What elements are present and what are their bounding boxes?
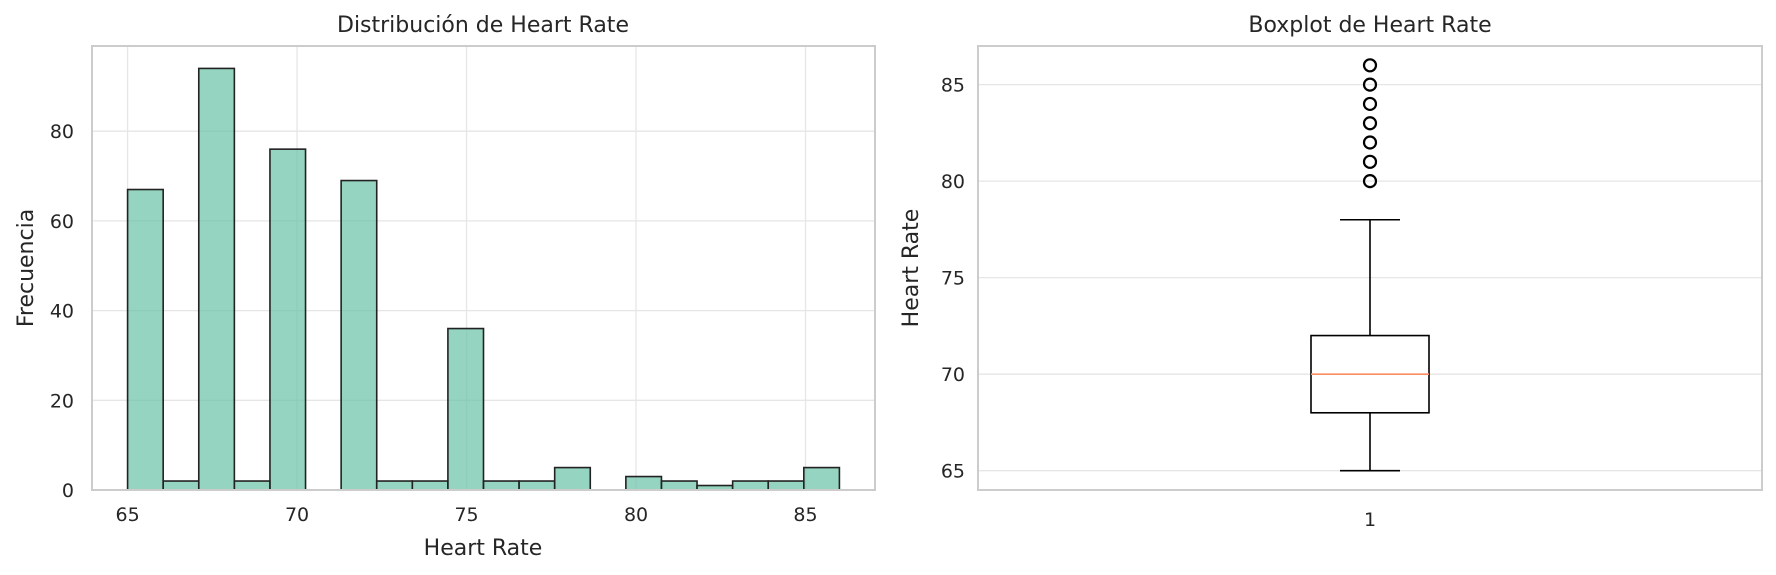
boxplot-y-axis-label: Heart Rate <box>899 209 924 328</box>
boxplot-y-tick-label: 80 <box>941 171 965 193</box>
boxplot-outlier <box>1362 58 1378 73</box>
boxplot-x-ticks: 1 <box>1364 509 1376 531</box>
histogram-bar <box>482 480 520 491</box>
histogram-bar <box>126 188 164 491</box>
boxplot-y-tick-label: 85 <box>941 75 965 97</box>
histogram-x-tick-label: 80 <box>624 504 648 526</box>
boxplot-outlier <box>1362 174 1378 189</box>
boxplot-outlier <box>1362 154 1378 169</box>
histogram-bar <box>518 480 556 491</box>
histogram-frame <box>91 45 876 491</box>
boxplot-x-tick-label: 1 <box>1364 509 1376 531</box>
boxplot-outlier <box>1362 135 1378 150</box>
histogram-bar <box>269 148 307 491</box>
boxplot-outlier <box>1362 96 1378 112</box>
histogram-y-tick-label: 0 <box>62 480 74 502</box>
histogram-y-tick-label: 80 <box>50 121 74 143</box>
histogram-title: Distribución de Heart Rate <box>337 13 629 38</box>
histogram-y-ticks: 0 20 40 60 80 <box>50 121 74 502</box>
boxplot-outlier <box>1362 77 1378 92</box>
boxplot-outlier <box>1362 116 1378 131</box>
histogram-bar <box>767 480 805 491</box>
histogram-y-tick-label: 40 <box>50 301 74 323</box>
histogram-y-tick-label: 60 <box>50 211 74 233</box>
boxplot-y-tick-label: 65 <box>941 461 965 483</box>
boxplot-frame <box>977 45 1763 491</box>
histogram-x-axis-label: Heart Rate <box>424 536 543 561</box>
boxplot-y-ticks: 65 70 75 80 85 <box>941 75 965 483</box>
boxplot-y-tick-label: 75 <box>941 268 965 290</box>
boxplot-title: Boxplot de Heart Rate <box>1248 13 1491 38</box>
histogram-panel: 65 70 75 80 85 0 20 40 60 80 Distribución de Hea… <box>14 13 876 561</box>
histogram-x-tick-label: 65 <box>115 504 139 526</box>
boxplot-marks <box>1310 58 1430 472</box>
histogram-bars <box>126 67 841 491</box>
histogram-bar <box>803 466 841 491</box>
histogram-y-tick-label: 20 <box>50 390 74 412</box>
histogram-x-tick-label: 70 <box>285 504 309 526</box>
histogram-bar <box>731 480 770 491</box>
histogram-bar <box>660 480 698 491</box>
boxplot-y-tick-label: 70 <box>941 364 965 386</box>
histogram-bar <box>197 67 236 491</box>
histogram-x-tick-label: 85 <box>793 504 817 526</box>
histogram-bar <box>411 480 449 491</box>
histogram-bar <box>447 327 485 491</box>
histogram-x-ticks: 65 70 75 80 85 <box>115 504 817 526</box>
histogram-bar <box>340 179 378 491</box>
histogram-bar <box>162 480 200 491</box>
histogram-bar <box>553 466 592 491</box>
histogram-y-axis-label: Frecuencia <box>14 209 39 327</box>
histogram-bar <box>625 475 663 491</box>
histogram-bar <box>375 480 414 491</box>
histogram-bar <box>233 480 271 491</box>
histogram-x-tick-label: 75 <box>454 504 478 526</box>
boxplot-panel: 1 65 70 75 80 85 Boxplot de Heart Rate Heart… <box>899 13 1763 531</box>
